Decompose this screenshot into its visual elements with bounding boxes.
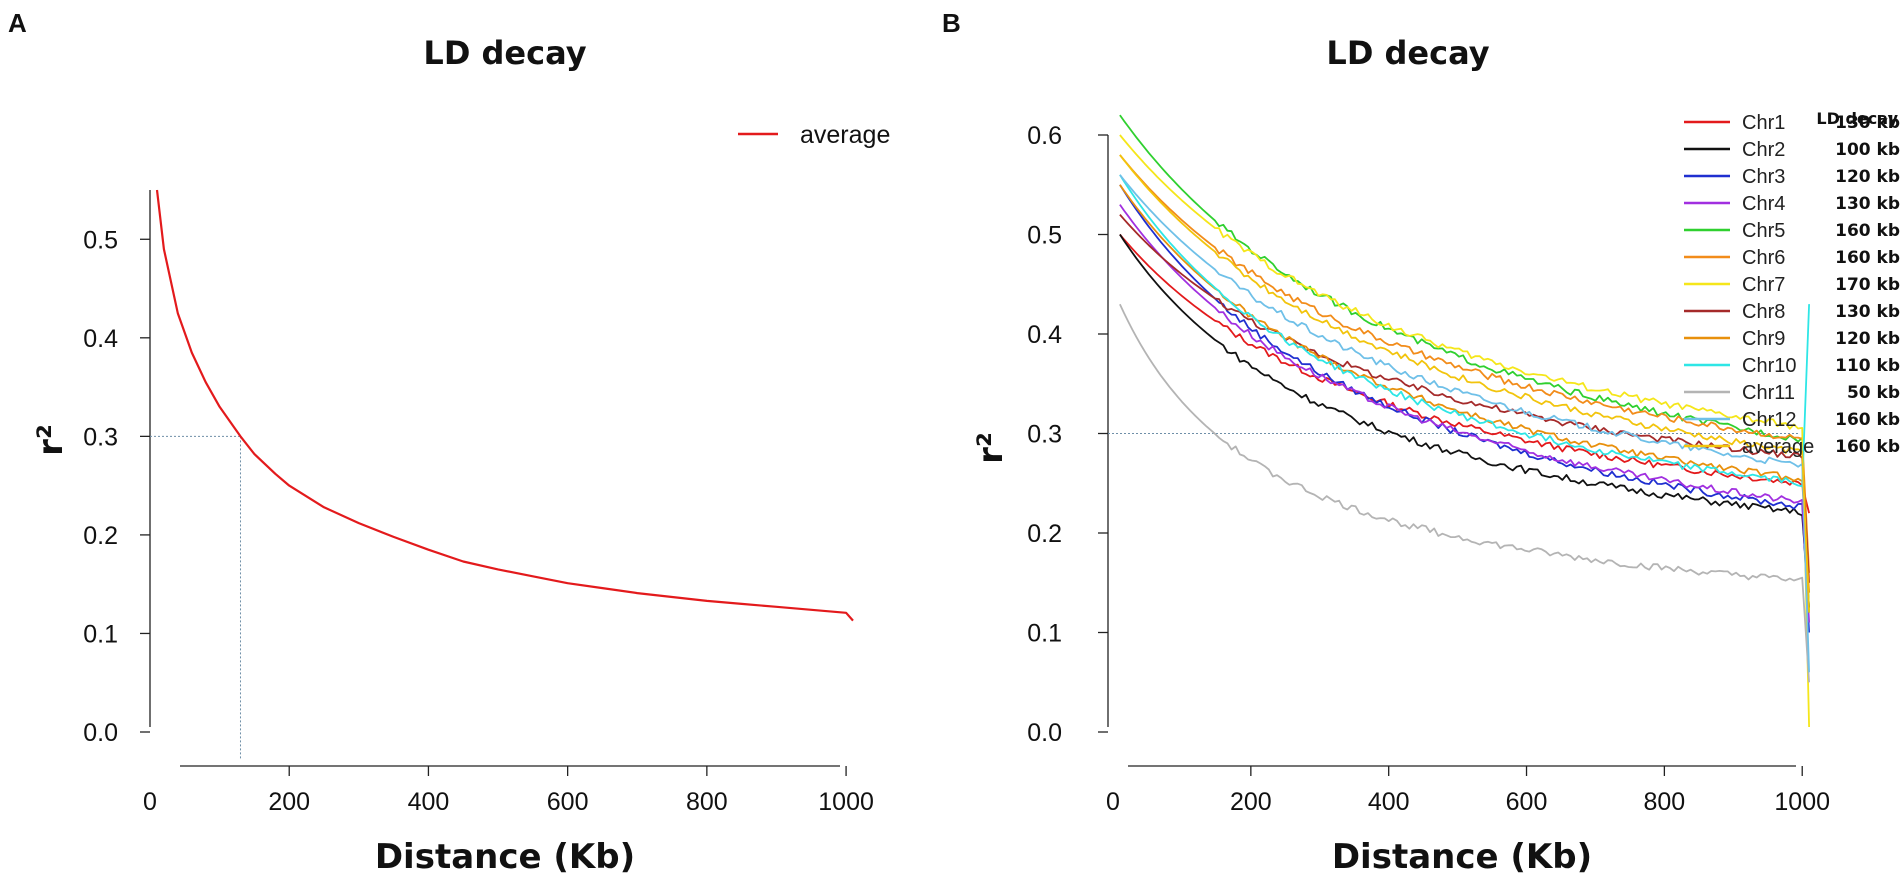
panel-b-legend-decay-value: 160 kb [1835,410,1900,430]
panel-b-title: LD decay [1326,34,1489,72]
panel-b-series-line-Chr4 [1119,204,1810,623]
panel-a-chart: LD decay 0.0 0.1 0.2 0.3 0.4 0.5 0 200 400 600 80… [31,34,890,875]
panel-b-legend-label: Chr5 [1742,220,1785,242]
panel-a-y-tick-label: 0.3 [83,423,118,451]
panel-b-x-tick-label: 0 [1106,788,1120,816]
panel-b-series-line-Chr1 [1119,233,1810,514]
panel-b-x-tick-label: 800 [1644,788,1686,816]
panel-b-series-line-Chr10 [1119,174,1810,488]
panel-b-legend-label: Chr12 [1742,409,1796,431]
panel-b-legend-label: Chr10 [1742,355,1796,377]
panel-b-legend-decay-value: 130 kb [1835,194,1900,214]
panel-b-series-line-Chr5 [1119,114,1810,613]
panel-b-legend-decay-value: 110 kb [1835,356,1900,376]
panel-b-legend-decay-value: 170 kb [1835,275,1900,295]
panel-b-legend-label: Chr3 [1742,166,1785,188]
panel-b-legend-decay-value: 160 kb [1835,221,1900,241]
panel-b-legend-label: Chr1 [1742,112,1785,134]
panel-b-legend-header: LD decay [1816,109,1898,128]
panel-a-y-tick-label: 0.2 [83,522,118,550]
panel-b-legend-label: Chr8 [1742,301,1785,323]
panel-b-legend-label: Chr7 [1742,274,1785,296]
panel-a-series-line-average [155,189,854,622]
panel-b-legend-label: Chr4 [1742,193,1785,215]
panel-b-y-tick-label: 0.3 [1027,421,1062,449]
panel-b-x-tick-label: 200 [1230,788,1272,816]
panel-b-legend-decay-value: 130 kb [1835,302,1900,322]
panel-a-title: LD decay [423,34,586,72]
panel-b-series-line-Chr12 [1119,174,1810,673]
panel-b-legend-label: Chr11 [1742,382,1795,404]
panel-b-x-tick-label: 400 [1368,788,1410,816]
panel-b-legend-decay-value: 160 kb [1835,248,1900,268]
panel-b-x-tick-label: 600 [1506,788,1548,816]
panel-b-legend-decay-value: 50 kb [1847,383,1900,403]
panel-a-x-tick-label: 600 [547,788,589,816]
panel-b-series-line-Chr2 [1119,234,1810,608]
panel-b-y-label: r² [971,432,1011,464]
panel-b-series-line-Chr3 [1119,184,1810,633]
panel-b-y-tick-label: 0.1 [1027,620,1062,648]
panel-b-series-line-Chr9 [1119,184,1810,593]
panel-b-y-tick-label: 0.2 [1027,520,1062,548]
panel-a-y-tick-label: 0.1 [83,620,118,648]
panel-b-series-line-Chr7 [1119,134,1810,728]
panel-b-legend-decay-value: 100 kb [1835,140,1900,160]
panel-a-y-tick-label: 0.5 [83,226,118,254]
panel-b-legend-decay-value: 120 kb [1835,329,1900,349]
panel-b-y-tick-label: 0.0 [1027,719,1062,747]
panel-b-legend-decay-value: 120 kb [1835,167,1900,187]
panel-label-b: B [942,8,961,38]
panel-b-chart: LD decay 0.0 0.1 0.2 0.3 0.4 0.5 0.6 0 200 400 60… [971,34,1900,875]
panel-b-legend-label: Chr2 [1742,139,1785,161]
panel-b-legend: Chr1 130 kb Chr2 100 kb Chr3 120 kb Chr4 130 kb… [1684,112,1900,458]
panel-b-x-tick-label: 1000 [1774,788,1830,816]
panel-a-x-tick-label: 0 [143,788,157,816]
panel-b-legend-decay-value: 160 kb [1835,437,1900,457]
panel-a-x-tick-label: 800 [686,788,728,816]
panel-b-y-tick-label: 0.5 [1027,222,1062,250]
panel-b-series-line-Chr6 [1119,154,1810,573]
panel-b-legend-label: Chr9 [1742,328,1785,350]
panel-b-legend-label: Chr6 [1742,247,1785,269]
panel-a-x-tick-label: 200 [268,788,310,816]
panel-a-x-tick-label: 1000 [818,788,874,816]
panel-b-series-line-Chr8 [1119,214,1810,583]
panel-b-legend-label: average [1742,436,1814,458]
panel-b-series-line-average [1119,154,1810,613]
panel-a-legend-label: average [800,121,890,149]
panel-a-x-label: Distance (Kb) [375,837,635,875]
panel-b-series-line-Chr11 [1119,303,1810,683]
panel-label-a: A [8,8,27,38]
panel-b-legend-decay-value: 130 kb [1835,113,1900,133]
panel-b-y-tick-label: 0.6 [1027,122,1062,150]
panel-a-y-tick-label: 0.4 [83,325,118,353]
panel-b-x-label: Distance (Kb) [1332,837,1592,875]
panel-a-y-tick-label: 0.0 [83,719,118,747]
panel-a-y-label: r² [31,424,71,456]
panel-b-y-tick-label: 0.4 [1027,321,1062,349]
panel-a-x-tick-label: 400 [408,788,450,816]
